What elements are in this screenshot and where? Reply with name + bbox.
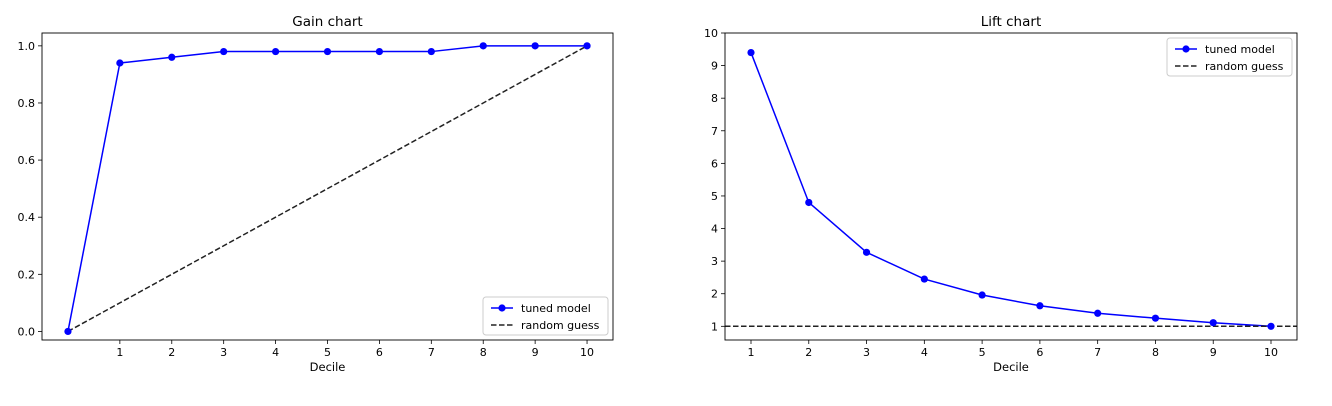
y-tick-label: 0.4 bbox=[18, 211, 36, 224]
tuned-model-point bbox=[805, 198, 813, 207]
series-group bbox=[725, 52, 1297, 328]
x-tick-label: 6 bbox=[376, 346, 383, 359]
y-tick-label: 10 bbox=[704, 27, 718, 40]
tuned-model-point bbox=[271, 47, 280, 56]
x-tick-label: 5 bbox=[324, 346, 331, 359]
x-tick-label: 9 bbox=[532, 346, 539, 359]
plot-frame bbox=[41, 32, 614, 341]
tuned-model-point bbox=[427, 47, 435, 56]
x-tick-label: 7 bbox=[428, 346, 435, 359]
legend-label: random guess bbox=[521, 319, 600, 332]
chart-title: Gain chart bbox=[292, 14, 362, 30]
tuned-model-point bbox=[862, 248, 871, 256]
x-axis-label: Decile bbox=[310, 360, 346, 374]
legend-box bbox=[1166, 37, 1293, 77]
plot-frame bbox=[724, 32, 1298, 341]
legend-marker bbox=[1182, 45, 1190, 53]
tuned-model-point bbox=[479, 42, 487, 50]
tuned-model-point bbox=[1151, 314, 1160, 322]
x-tick-label: 1 bbox=[748, 346, 755, 359]
tuned-model-point bbox=[747, 48, 755, 57]
y-tick-label: 3 bbox=[711, 255, 718, 268]
y-tick-label: 4 bbox=[711, 223, 718, 236]
y-tick-label: 8 bbox=[711, 92, 718, 105]
legend-label: tuned model bbox=[521, 302, 591, 315]
lift-chart: Lift chart 1 2 3 4 5 6 7 8 9 10 1 2 3 4 5 6 7 8 9 10 Decile tu… bbox=[704, 14, 1298, 374]
x-tick-label: 8 bbox=[480, 346, 487, 359]
x-tick-label: 7 bbox=[1094, 346, 1101, 359]
tuned-model-point bbox=[531, 42, 539, 50]
tuned-model-point bbox=[220, 47, 228, 56]
series-group bbox=[67, 45, 588, 333]
tuned-model-point bbox=[64, 327, 72, 336]
x-tick-label: 2 bbox=[168, 346, 175, 359]
x-tick-label: 3 bbox=[863, 346, 870, 359]
y-tick-label: 7 bbox=[711, 125, 718, 138]
legend-marker bbox=[498, 304, 506, 312]
legend: tuned model random guess bbox=[482, 296, 609, 336]
gain-chart: Gain chart 1 2 3 4 5 6 7 8 9 10 0.0 0.2 0.4 0.6 0.8 1.0 D… bbox=[18, 14, 614, 374]
y-tick-label: 1.0 bbox=[18, 40, 36, 53]
tuned-model-line bbox=[750, 52, 1272, 328]
y-tick-label: 0.8 bbox=[18, 97, 36, 110]
x-tick-label: 2 bbox=[805, 346, 812, 359]
y-tick-label: 2 bbox=[711, 288, 718, 301]
y-tick-label: 0.2 bbox=[18, 268, 36, 281]
tuned-model-point bbox=[1209, 319, 1217, 327]
tuned-model-point bbox=[583, 42, 591, 50]
x-tick-label: 5 bbox=[979, 346, 986, 359]
y-tick-label: 0.6 bbox=[18, 154, 36, 167]
x-tick-label: 10 bbox=[1264, 346, 1278, 359]
tuned-model-point bbox=[1094, 309, 1102, 317]
legend-label: tuned model bbox=[1205, 43, 1275, 56]
tuned-model-point bbox=[375, 47, 384, 56]
x-tick-label: 8 bbox=[1152, 346, 1159, 359]
tuned-model-point bbox=[1036, 302, 1044, 310]
y-tick-label: 5 bbox=[711, 190, 718, 203]
tuned-model-point bbox=[323, 47, 332, 56]
legend: tuned model random guess bbox=[1166, 37, 1293, 77]
legend-label: random guess bbox=[1205, 60, 1284, 73]
tuned-model-point bbox=[168, 53, 176, 61]
y-tick-label: 9 bbox=[711, 60, 718, 73]
y-tick-label: 0.0 bbox=[18, 325, 36, 338]
tuned-model-point bbox=[978, 291, 986, 299]
x-tick-label: 3 bbox=[220, 346, 227, 359]
tuned-model-point bbox=[116, 59, 124, 67]
tuned-model-point bbox=[920, 275, 928, 283]
x-tick-label: 9 bbox=[1210, 346, 1217, 359]
x-tick-label: 1 bbox=[116, 346, 123, 359]
y-tick-label: 1 bbox=[711, 320, 718, 333]
y-tick-label: 6 bbox=[711, 157, 718, 170]
x-tick-label: 4 bbox=[921, 346, 928, 359]
legend-box bbox=[482, 296, 609, 336]
x-tick-label: 10 bbox=[580, 346, 594, 359]
x-tick-label: 4 bbox=[272, 346, 279, 359]
x-tick-label: 6 bbox=[1036, 346, 1043, 359]
x-axis-label: Decile bbox=[993, 360, 1029, 374]
random-guess-line bbox=[67, 45, 588, 333]
chart-title: Lift chart bbox=[981, 14, 1041, 30]
tuned-model-point bbox=[1267, 322, 1275, 330]
